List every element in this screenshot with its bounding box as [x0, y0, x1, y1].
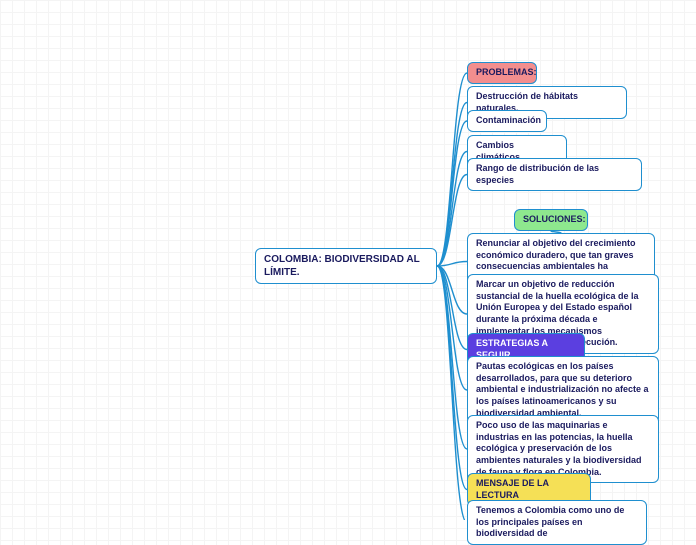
connector [437, 152, 467, 267]
connector [437, 266, 467, 390]
connector [437, 73, 467, 266]
node-problemas[interactable]: PROBLEMAS: [467, 62, 537, 84]
connector [437, 266, 467, 449]
connector [437, 262, 467, 267]
node-label: COLOMBIA: BIODIVERSIDAD AL LÍMITE. [264, 254, 420, 278]
connector [437, 266, 467, 350]
connector [437, 266, 467, 520]
node-label: Pautas ecológicas en los países desarrol… [476, 361, 649, 418]
node-soluc[interactable]: SOLUCIONES: [514, 209, 588, 231]
node-label: Rango de distribución de las especies [476, 163, 599, 185]
node-label: PROBLEMAS: [476, 67, 537, 77]
node-label: Contaminación [476, 115, 541, 125]
root-node[interactable]: COLOMBIA: BIODIVERSIDAD AL LÍMITE. [255, 248, 437, 284]
node-label: Poco uso de las maquinarias e industrias… [476, 420, 642, 477]
connector [437, 103, 467, 267]
connector [437, 266, 467, 314]
node-rango[interactable]: Rango de distribución de las especies [467, 158, 642, 191]
node-cont[interactable]: Contaminación [467, 110, 547, 132]
node-label: MENSAJE DE LA LECTURA [476, 478, 549, 500]
node-label: SOLUCIONES: [523, 214, 586, 224]
node-label: Tenemos a Colombia como uno de los princ… [476, 505, 624, 538]
node-tenemos[interactable]: Tenemos a Colombia como uno de los princ… [467, 500, 647, 545]
connector [437, 121, 467, 266]
connector [437, 175, 467, 267]
connector [437, 266, 467, 490]
